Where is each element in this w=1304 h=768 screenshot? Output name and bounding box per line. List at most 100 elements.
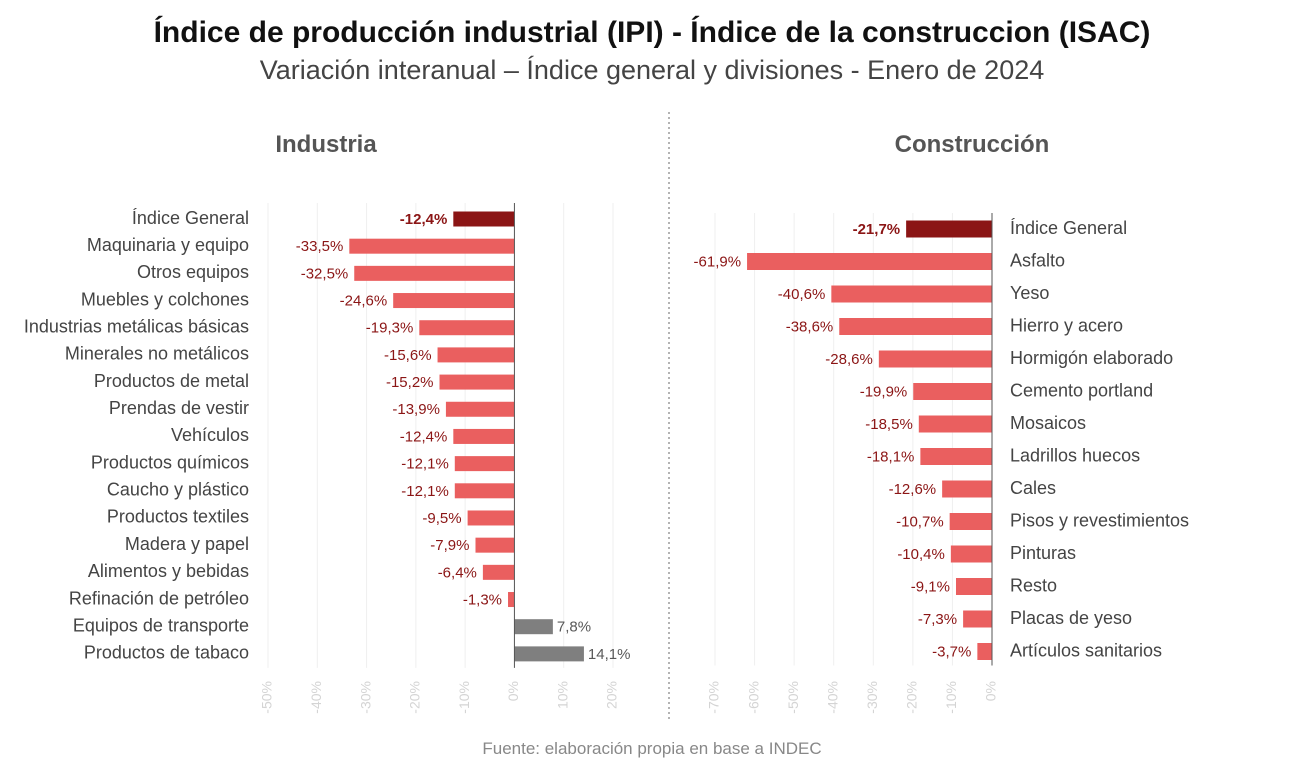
construccion-value-label: -19,9%	[860, 383, 908, 400]
industria-value-label: 7,8%	[557, 619, 591, 636]
industria-category-label: Maquinaria y equipo	[87, 235, 249, 255]
industria-panel-title: Industria	[275, 131, 377, 158]
construccion-value-label: -7,3%	[918, 611, 957, 628]
industria-category-label: Productos de tabaco	[84, 643, 249, 663]
construccion-value-label: -40,6%	[778, 286, 826, 303]
construccion-bar	[955, 578, 992, 595]
industria-value-label: -33,5%	[296, 238, 344, 255]
construccion-bar	[918, 415, 992, 433]
construccion-bar	[950, 545, 992, 563]
construccion-tick-label: -40%	[824, 681, 840, 714]
construccion-category-label: Ladrillos huecos	[1010, 445, 1140, 465]
construccion-value-label: -21,7%	[853, 221, 901, 238]
construccion-value-label: -10,4%	[897, 546, 945, 563]
construccion-tick-label: -50%	[785, 681, 801, 714]
construccion-value-label: -38,6%	[786, 318, 834, 335]
construccion-value-label: -18,5%	[865, 416, 913, 433]
industria-value-label: -24,6%	[340, 293, 388, 310]
construccion-bar	[831, 285, 992, 303]
construccion-category-label: Yeso	[1010, 283, 1049, 303]
industria-bar	[454, 483, 515, 499]
industria-bar	[439, 374, 515, 390]
construccion-category-label: Resto	[1010, 575, 1057, 595]
construccion-value-label: -10,7%	[896, 513, 944, 530]
construccion-value-label: -28,6%	[825, 351, 873, 368]
industria-bar	[349, 238, 515, 254]
construccion-bar	[920, 448, 992, 465]
industria-category-label: Prendas de vestir	[109, 398, 249, 418]
industria-category-label: Refinación de petróleo	[69, 588, 249, 608]
industria-value-label: -32,5%	[301, 265, 349, 282]
industria-value-label: -12,1%	[401, 456, 449, 473]
industria-tick-label: 20%	[604, 681, 620, 709]
industria-value-label: -13,9%	[392, 401, 440, 418]
construccion-bar	[949, 513, 992, 530]
construccion-category-label: Artículos sanitarios	[1010, 640, 1162, 660]
construccion-bar	[747, 253, 992, 270]
construccion-bar	[839, 318, 992, 335]
construccion-category-label: Hierro y acero	[1010, 315, 1123, 335]
industria-panel: Industria -50% -40% -30% -20% -10% 0% 10% 20% Índ…	[24, 131, 631, 714]
industria-bar	[514, 619, 553, 635]
industria-value-label: -12,4%	[400, 428, 448, 445]
industria-category-label: Caucho y plástico	[107, 480, 249, 500]
industria-tick-label: -30%	[357, 681, 373, 714]
construccion-category-label: Índice General	[1010, 218, 1127, 238]
construccion-tick-label: -20%	[904, 681, 920, 714]
industria-tick-label: -40%	[308, 681, 324, 714]
construccion-category-label: Mosaicos	[1010, 413, 1086, 433]
industria-tick-label: -10%	[456, 681, 472, 714]
construccion-value-label: -61,9%	[694, 253, 742, 270]
construccion-bar	[963, 610, 992, 628]
industria-value-label: -15,6%	[384, 347, 432, 364]
industria-bar	[445, 401, 515, 417]
industria-bar	[467, 510, 515, 526]
industria-category-label: Madera y papel	[125, 534, 249, 554]
construccion-bar	[906, 220, 992, 238]
industria-category-label: Muebles y colchones	[81, 289, 249, 309]
industria-bar	[475, 537, 515, 553]
construccion-category-label: Cales	[1010, 478, 1056, 498]
industria-bar	[419, 320, 515, 336]
industria-category-label: Vehículos	[171, 425, 249, 445]
industria-category-label: Productos de metal	[94, 371, 249, 391]
construccion-category-label: Placas de yeso	[1010, 608, 1132, 628]
construccion-category-label: Hormigón elaborado	[1010, 348, 1173, 368]
industria-value-label: 14,1%	[588, 646, 631, 663]
industria-bar	[508, 592, 515, 608]
construccion-bar	[977, 643, 992, 660]
construccion-tick-label: 0%	[983, 681, 999, 701]
construccion-value-label: -9,1%	[911, 578, 950, 595]
industria-bar	[482, 564, 515, 580]
construccion-value-label: -12,6%	[889, 481, 937, 498]
construccion-category-label: Cemento portland	[1010, 380, 1153, 400]
industria-category-label: Otros equipos	[137, 262, 249, 282]
industria-tick-label: -20%	[407, 681, 423, 714]
industria-category-label: Equipos de transporte	[73, 615, 249, 635]
industria-bar	[453, 428, 515, 444]
industria-bar	[514, 646, 584, 662]
industria-category-label: Productos químicos	[91, 452, 249, 472]
industria-category-label: Índice General	[132, 208, 249, 228]
industria-value-label: -12,1%	[401, 483, 449, 500]
construccion-tick-label: -60%	[745, 681, 761, 714]
construccion-tick-label: -30%	[864, 681, 880, 714]
industria-value-label: -6,4%	[438, 564, 477, 581]
industria-value-label: -9,5%	[422, 510, 461, 527]
industria-value-label: -19,3%	[366, 320, 414, 337]
industria-tick-label: 0%	[505, 681, 521, 701]
construccion-tick-label: -70%	[706, 681, 722, 714]
construccion-panel-title: Construcción	[895, 131, 1050, 158]
construccion-category-label: Pisos y revestimientos	[1010, 510, 1189, 530]
industria-bar	[454, 456, 515, 472]
construccion-value-label: -18,1%	[867, 448, 915, 465]
construccion-category-label: Asfalto	[1010, 250, 1065, 270]
industria-bar	[453, 211, 515, 227]
chart-subtitle: Variación interanual – Índice general y …	[259, 55, 1045, 85]
construccion-bar	[913, 383, 992, 400]
industria-category-label: Minerales no metálicos	[65, 344, 249, 364]
construccion-value-label: -3,7%	[932, 643, 971, 660]
industria-category-label: Alimentos y bebidas	[88, 561, 249, 581]
source-note: Fuente: elaboración propia en base a IND…	[482, 739, 822, 758]
